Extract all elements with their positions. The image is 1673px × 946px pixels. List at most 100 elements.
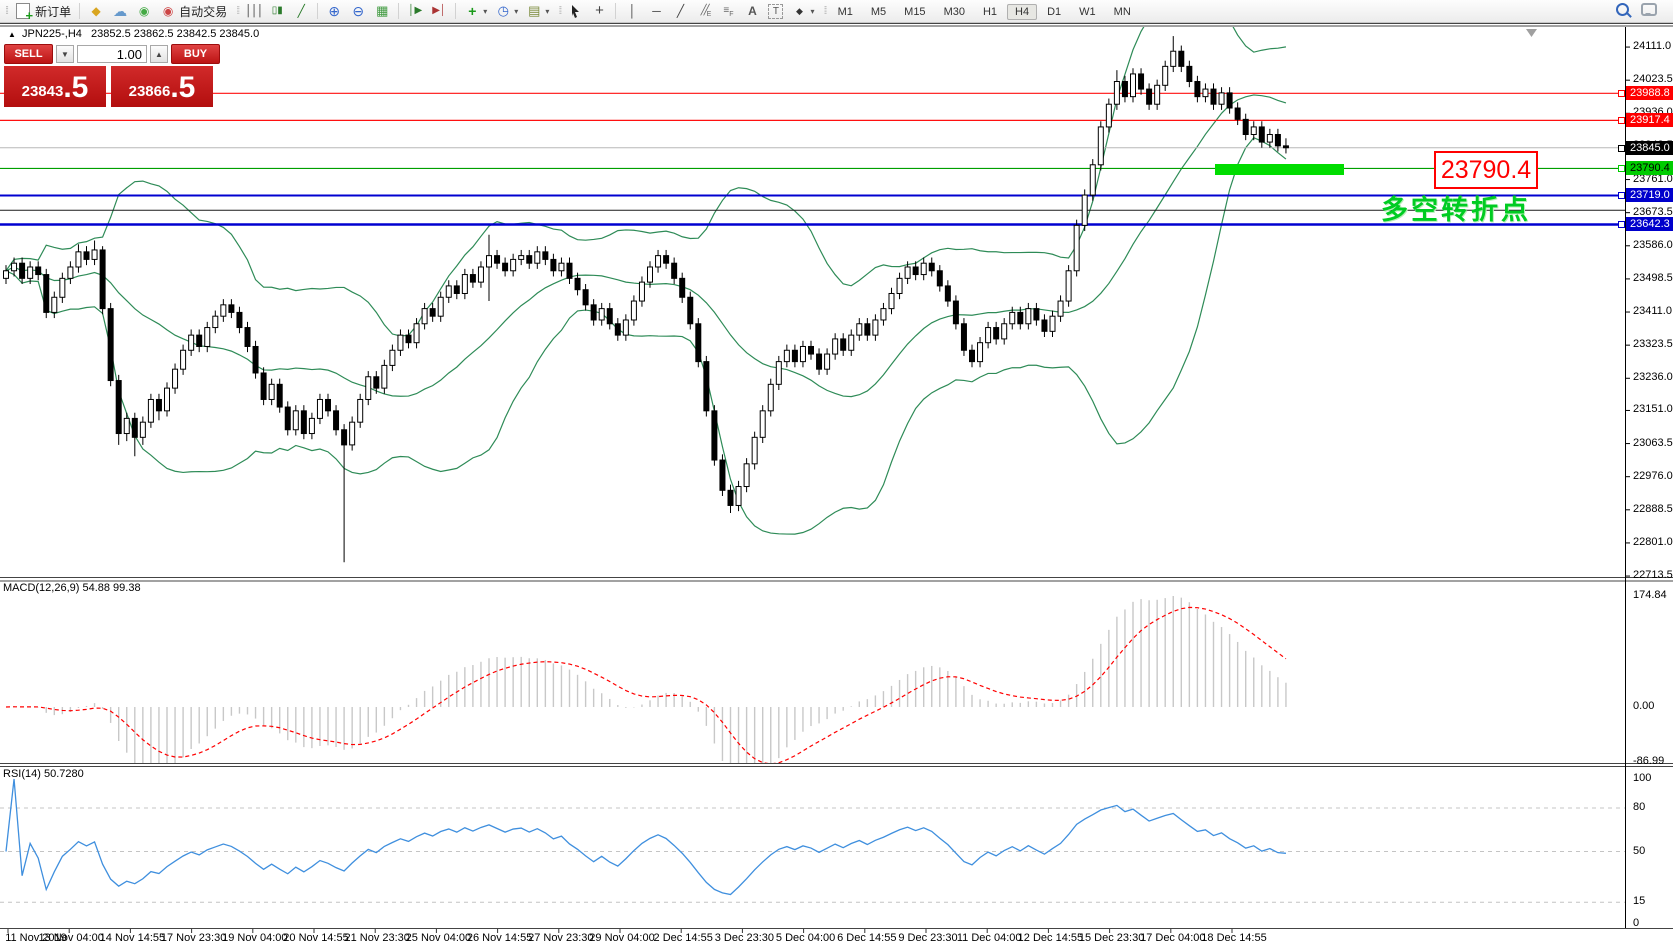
sell-price-fraction: .5 xyxy=(63,71,88,105)
new-order-icon xyxy=(16,3,30,19)
arrows-icon: ◆ xyxy=(791,3,807,19)
auto-scroll-icon: │▶ xyxy=(407,3,423,19)
sell-button[interactable]: SELL xyxy=(4,44,53,64)
rsi-axis-label: 80 xyxy=(1633,801,1645,813)
line-chart-button[interactable]: ╱ xyxy=(289,1,313,21)
sell-price-main: 23843 xyxy=(22,83,64,100)
buy-price-button[interactable]: 23866 .5 xyxy=(111,66,213,107)
rsi-axis-label: 0 xyxy=(1633,917,1639,929)
signals-button[interactable]: ◉ xyxy=(132,1,156,21)
timeframe-m15-button[interactable]: M15 xyxy=(896,4,933,20)
bar-chart-button[interactable]: │││ xyxy=(241,1,265,21)
timeframe-h4-button[interactable]: H4 xyxy=(1007,4,1037,20)
virtual-hosting-button[interactable]: ☁ xyxy=(108,1,132,21)
dropdown-arrow-icon: ▾ xyxy=(483,7,487,16)
periods-button[interactable]: ◷▾ xyxy=(491,1,522,21)
trendline-icon: ╱ xyxy=(672,3,688,19)
price-callout-box[interactable]: 23790.4 xyxy=(1434,151,1538,189)
zoom-out-icon: ⊖ xyxy=(350,3,366,19)
template-icon: ▤ xyxy=(526,3,542,19)
bar-chart-icon: │││ xyxy=(245,3,261,19)
dropdown-arrow-icon: ▾ xyxy=(514,7,518,16)
zoom-in-icon: ⊕ xyxy=(326,3,342,19)
equidistant-channel-button[interactable]: ╱╱E xyxy=(692,1,716,21)
price-tick-label: 23673.5 xyxy=(1633,206,1673,218)
time-tick-label: 18 Dec 14:55 xyxy=(1198,932,1270,944)
rsi-axis-label: 100 xyxy=(1633,772,1651,784)
algo-trading-button[interactable]: ◉ 自动交易 xyxy=(156,1,231,21)
price-tick-label: 23498.5 xyxy=(1633,272,1673,284)
symbol-period-label: JPN225-,H4 xyxy=(22,28,82,40)
algo-trading-label: 自动交易 xyxy=(179,3,227,20)
chart-shift-icon: ▶│ xyxy=(431,3,447,19)
fibonacci-button[interactable]: ≡F xyxy=(716,1,740,21)
label-icon: T xyxy=(768,4,783,19)
price-tick-label: 23151.0 xyxy=(1633,403,1673,415)
buy-button[interactable]: BUY xyxy=(171,44,220,64)
chart-plot-area[interactable] xyxy=(0,0,1673,946)
sell-price-button[interactable]: 23843 .5 xyxy=(4,66,106,107)
chart-shift-button[interactable]: ▶│ xyxy=(427,1,451,21)
one-click-trading-panel: SELL ▼ ▲ BUY 23843 .5 23866 .5 xyxy=(4,44,220,107)
collapse-panel-icon[interactable]: ▲ xyxy=(8,30,16,39)
badge-connector-square xyxy=(1618,221,1625,228)
chat-icon xyxy=(1641,3,1657,16)
timeframe-m5-button[interactable]: M5 xyxy=(863,4,894,20)
new-order-button[interactable]: 新订单 xyxy=(10,1,75,21)
price-line-badge: 23917.4 xyxy=(1626,113,1673,127)
tile-windows-button[interactable]: ▦ xyxy=(370,1,394,21)
text-label-button[interactable]: T xyxy=(764,1,787,21)
price-tick-label: 23323.5 xyxy=(1633,338,1673,350)
channel-icon: ╱╱E xyxy=(696,3,712,19)
cloud-icon: ☁ xyxy=(112,3,128,19)
search-button[interactable] xyxy=(1616,3,1629,19)
timeframe-mn-button[interactable]: MN xyxy=(1106,4,1139,20)
text-button[interactable]: A xyxy=(740,1,764,21)
volume-input[interactable] xyxy=(77,45,147,63)
vertical-line-button[interactable]: │ xyxy=(620,1,644,21)
price-tick-label: 23586.0 xyxy=(1633,239,1673,251)
zoom-out-button[interactable]: ⊖ xyxy=(346,1,370,21)
arrows-button[interactable]: ◆▾ xyxy=(787,1,818,21)
horizontal-line-button[interactable]: ─ xyxy=(644,1,668,21)
dropdown-arrow-icon: ▾ xyxy=(545,7,549,16)
zoom-in-button[interactable]: ⊕ xyxy=(322,1,346,21)
price-line-badge: 23845.0 xyxy=(1626,141,1673,155)
rsi-axis-label: 50 xyxy=(1633,845,1645,857)
macd-axis-label: 174.84 xyxy=(1633,589,1667,601)
crosshair-button[interactable]: + xyxy=(587,1,611,21)
candlestick-chart-button[interactable]: ▯▮ xyxy=(265,1,289,21)
price-tick-label: 22713.5 xyxy=(1633,569,1673,581)
templates-button[interactable]: ▤▾ xyxy=(522,1,553,21)
timeframe-w1-button[interactable]: W1 xyxy=(1071,4,1104,20)
timeframe-d1-button[interactable]: D1 xyxy=(1039,4,1069,20)
price-line-badge: 23988.8 xyxy=(1626,86,1673,100)
price-tick-label: 24111.0 xyxy=(1633,40,1671,52)
crosshair-icon: + xyxy=(591,3,607,19)
macd-indicator-label: MACD(12,26,9) 54.88 99.38 xyxy=(3,582,141,594)
chat-button[interactable] xyxy=(1641,3,1663,19)
badge-connector-square xyxy=(1618,117,1625,124)
new-order-label: 新订单 xyxy=(35,3,71,20)
ohlc-values: 23852.5 23862.5 23842.5 23845.0 xyxy=(91,28,259,40)
cursor-button[interactable] xyxy=(563,1,587,21)
badge-connector-square xyxy=(1618,192,1625,199)
volume-decrease-button[interactable]: ▼ xyxy=(56,45,74,63)
market-depth-icon: ◆ xyxy=(88,3,104,19)
turning-point-annotation[interactable]: 多空转折点 xyxy=(1381,188,1531,227)
indicators-button[interactable]: +▾ xyxy=(460,1,491,21)
price-tick-label: 22976.0 xyxy=(1633,470,1673,482)
trendline-button[interactable]: ╱ xyxy=(668,1,692,21)
volume-increase-button[interactable]: ▲ xyxy=(150,45,168,63)
price-line-badge: 23790.4 xyxy=(1626,161,1673,175)
toolbar-drag-handle[interactable]: ⁞⁞ xyxy=(5,5,7,17)
auto-scroll-button[interactable]: │▶ xyxy=(403,1,427,21)
timeframe-m1-button[interactable]: M1 xyxy=(830,4,861,20)
timeframe-h1-button[interactable]: H1 xyxy=(975,4,1005,20)
price-line-badge: 23642.3 xyxy=(1626,217,1673,231)
market-depth-button[interactable]: ◆ xyxy=(84,1,108,21)
buy-price-fraction: .5 xyxy=(170,71,195,105)
search-icon xyxy=(1616,3,1629,16)
macd-axis-label: 0.00 xyxy=(1633,700,1654,712)
timeframe-m30-button[interactable]: M30 xyxy=(936,4,973,20)
